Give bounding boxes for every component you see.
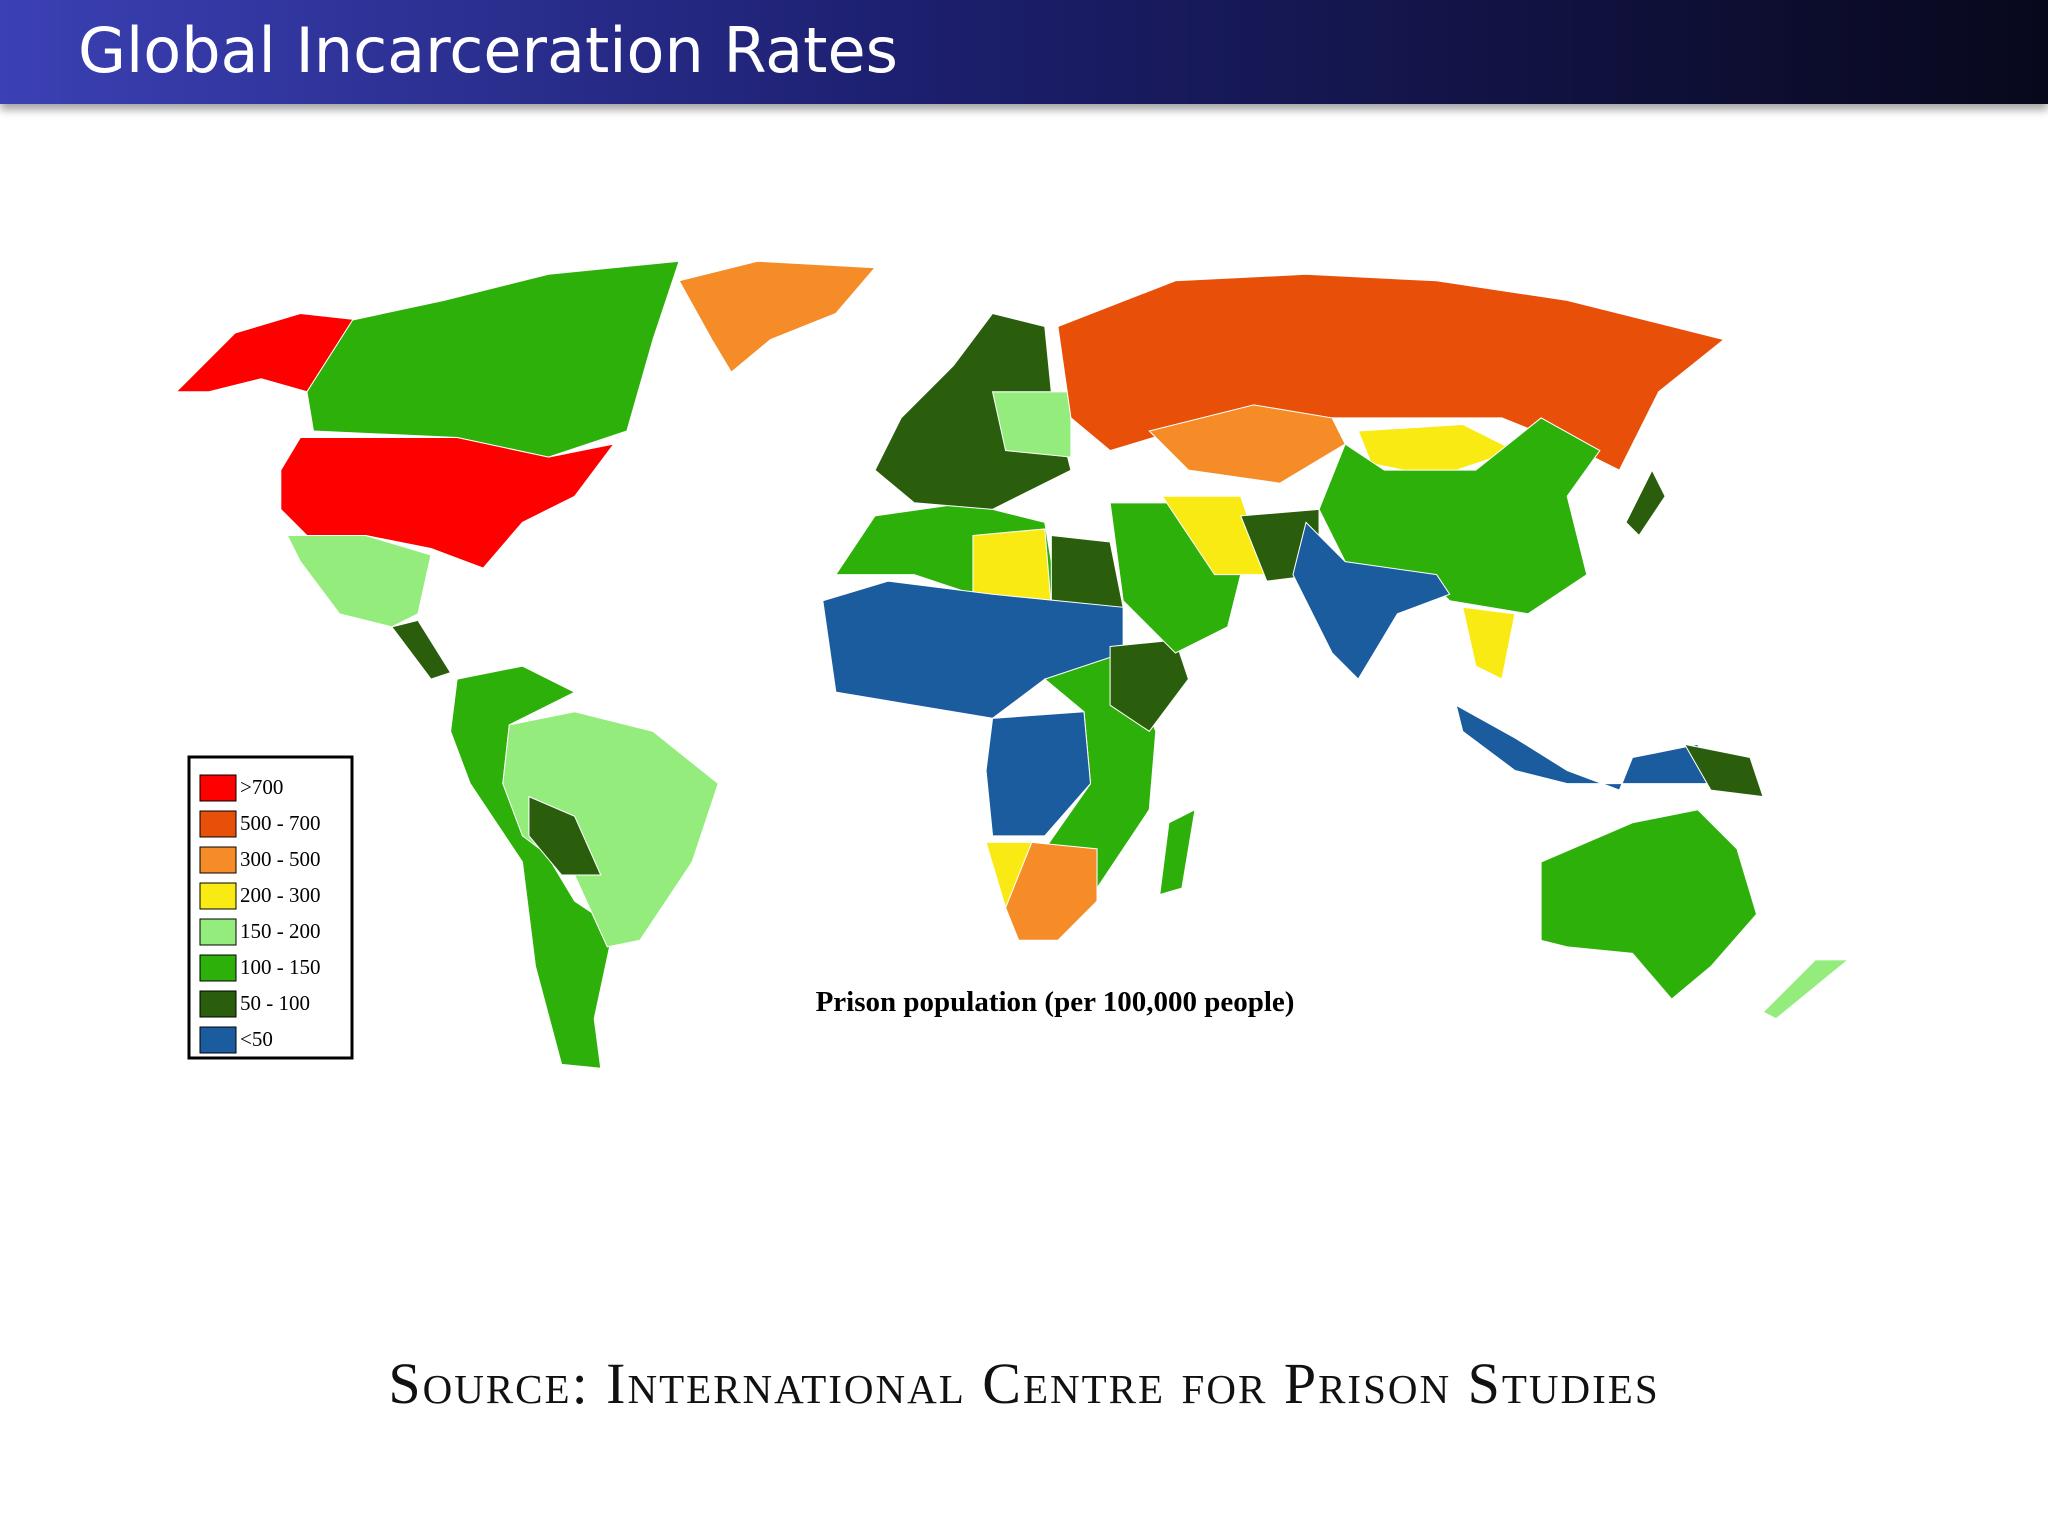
country-region [528, 795, 602, 876]
country-region [306, 260, 680, 458]
legend-swatch [199, 1026, 237, 1054]
country-region [1159, 808, 1196, 896]
country-region [286, 534, 432, 628]
country-region [1462, 606, 1516, 680]
map-regions [175, 260, 1850, 1069]
country-region [1050, 534, 1124, 608]
country-region [1625, 468, 1666, 537]
country-region [390, 619, 452, 680]
country-region [1455, 704, 1712, 791]
legend-label: 50 - 100 [240, 991, 310, 1015]
country-region [678, 260, 877, 374]
title-bar: Global Incarceration Rates [0, 0, 2048, 104]
country-region [1540, 809, 1758, 1000]
legend-swatch [199, 918, 237, 946]
country-region [502, 711, 719, 948]
legend-label: <50 [240, 1027, 273, 1051]
country-region [874, 312, 1072, 510]
country-region [1683, 743, 1764, 798]
legend-label: 150 - 200 [240, 919, 321, 943]
legend-swatch [199, 774, 237, 802]
country-region [1357, 423, 1517, 478]
legend-label: 500 - 700 [240, 811, 321, 835]
country-region [1292, 521, 1451, 680]
legend-swatch [199, 882, 237, 910]
legend-swatch [199, 990, 237, 1018]
map-caption: Prison population (per 100,000 people) [816, 986, 1295, 1018]
country-region [1762, 959, 1850, 1020]
legend-label: 300 - 500 [240, 847, 321, 871]
country-region [985, 711, 1092, 837]
country-region [450, 665, 615, 1069]
source-note: Source: International Centre for Prison … [388, 1351, 1660, 1416]
legend-swatch [199, 954, 237, 982]
legend-label: 200 - 300 [240, 883, 321, 907]
legend-label: >700 [240, 775, 283, 799]
country-region [991, 391, 1072, 458]
country-region [1005, 841, 1098, 941]
legend-label: 100 - 150 [240, 955, 321, 979]
slide-title: Global Incarceration Rates [78, 14, 898, 87]
legend-swatch [199, 810, 237, 838]
legend: >700 500 - 700 300 - 500 200 - 300 150 - 200… [199, 774, 321, 1054]
legend-swatch [199, 846, 237, 874]
